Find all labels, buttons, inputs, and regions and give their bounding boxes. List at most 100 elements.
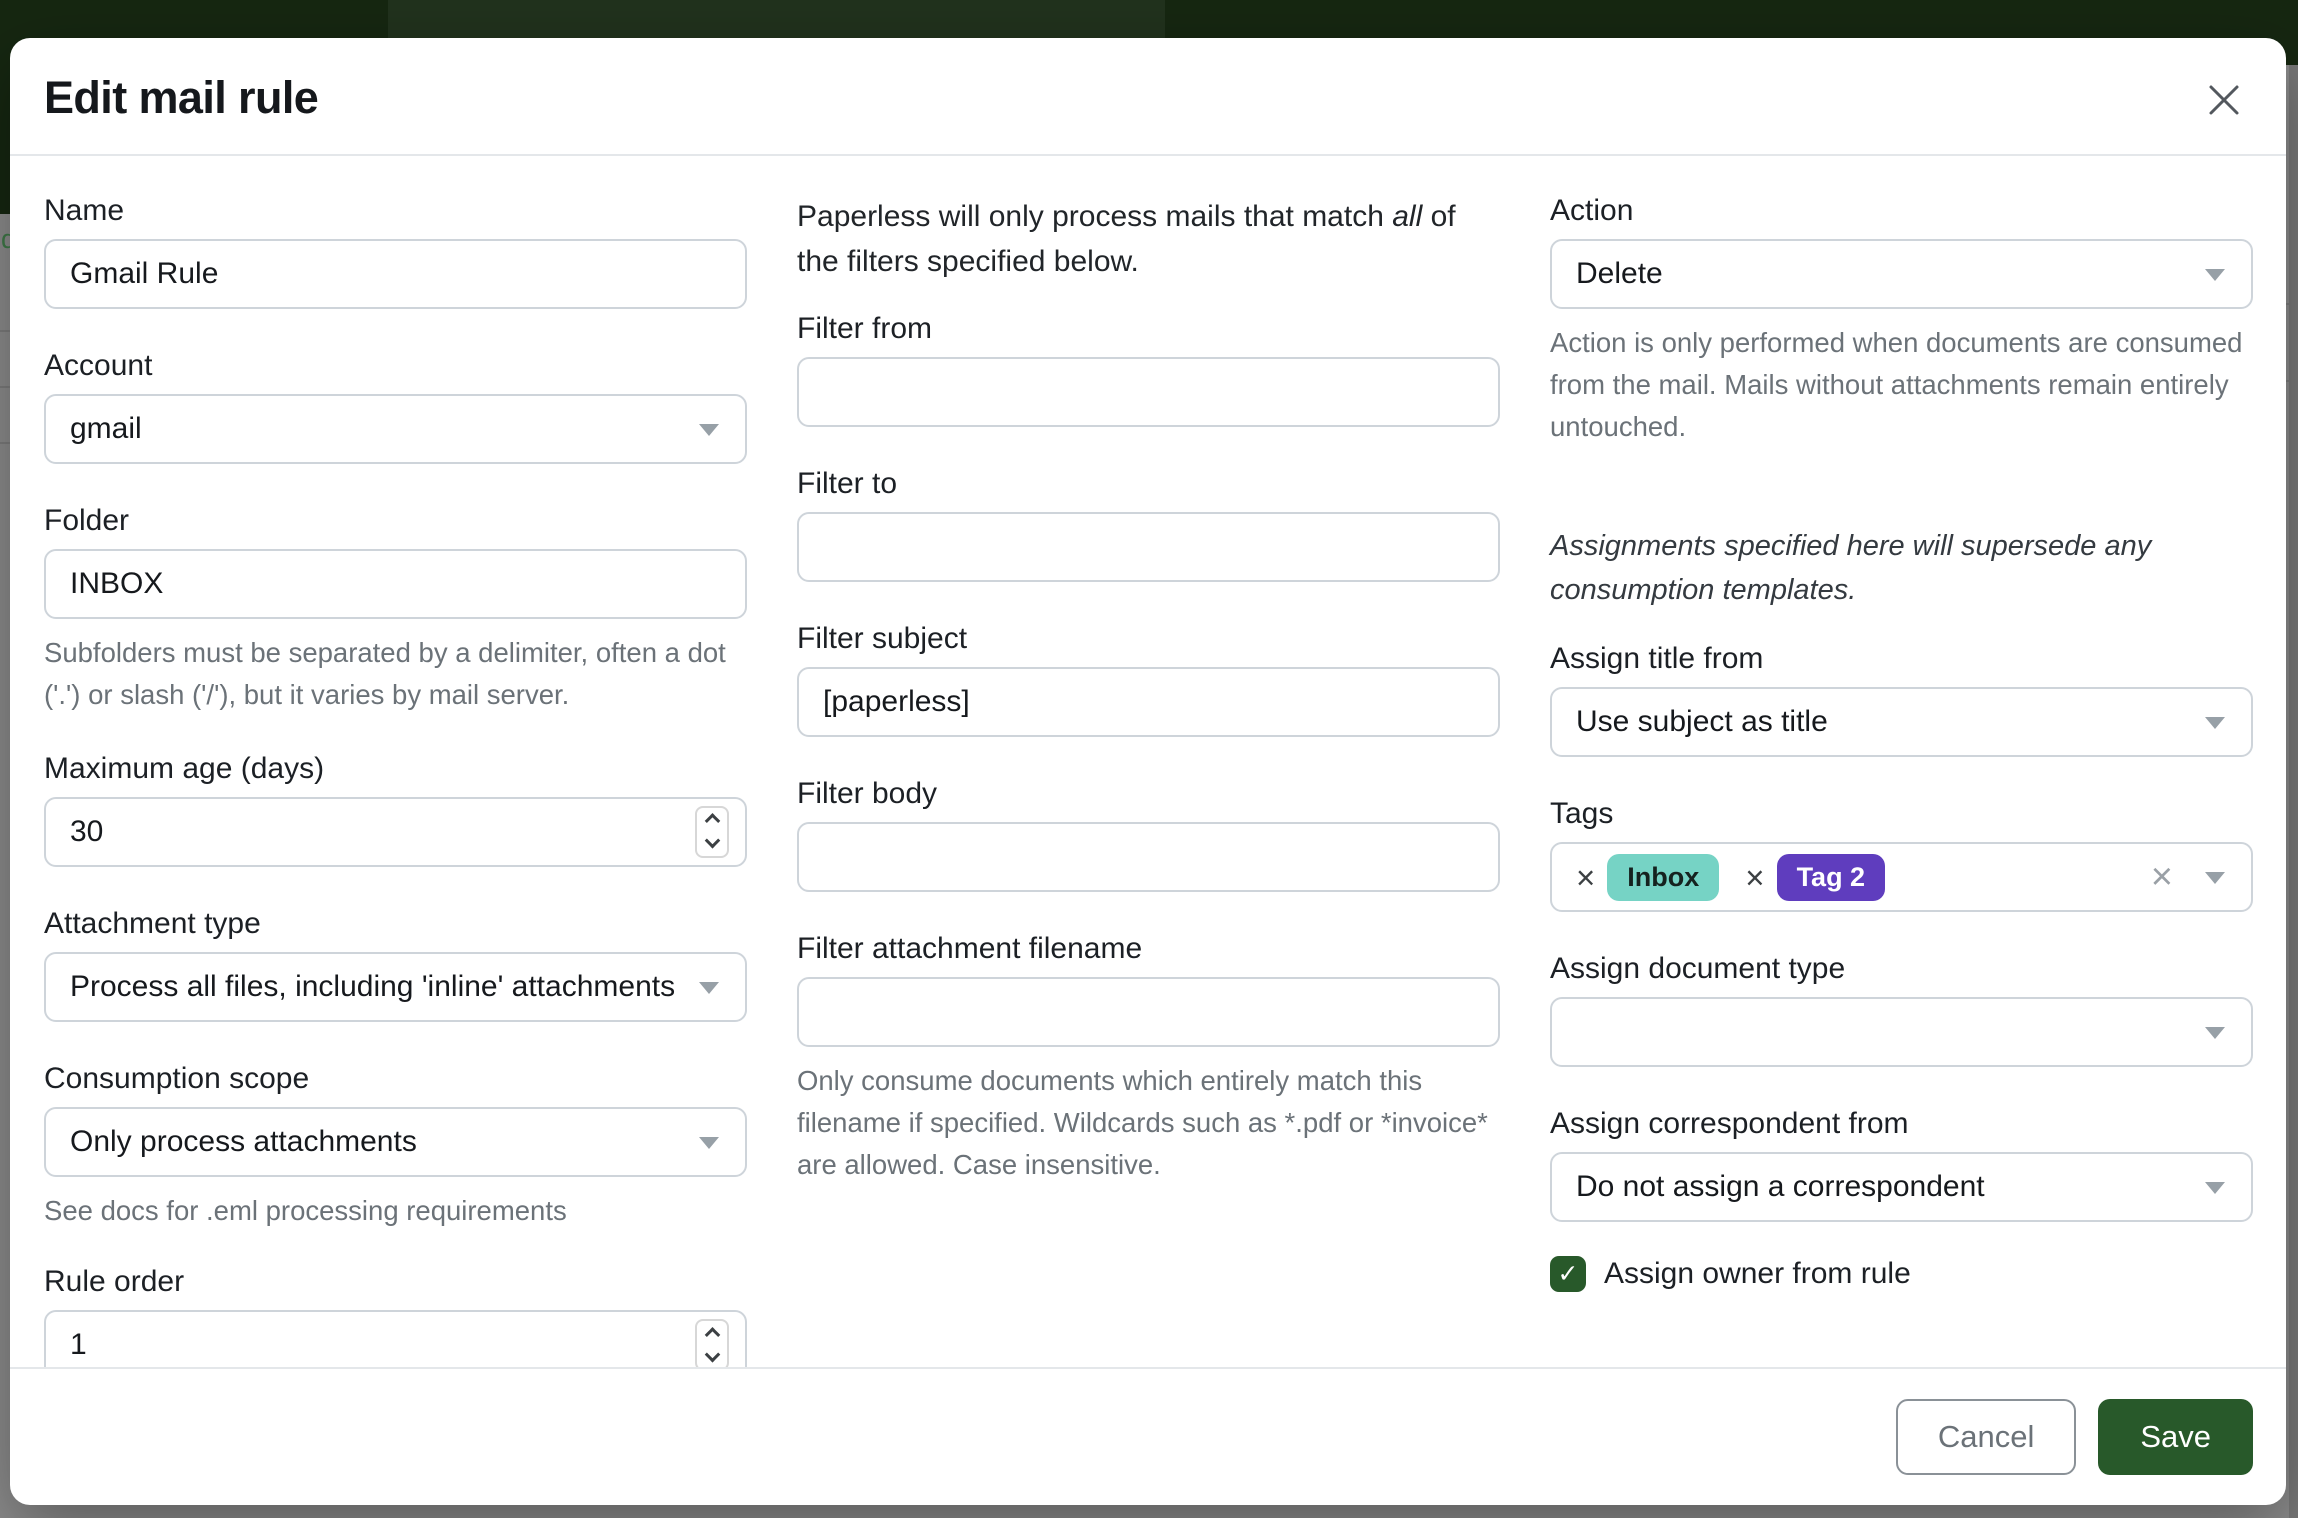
consumption-scope-label: Consumption scope xyxy=(44,1061,310,1095)
filter-to-group: Filter to xyxy=(797,467,1500,582)
account-value: gmail xyxy=(70,412,142,445)
assign-correspondent-label: Assign correspondent from xyxy=(1550,1107,1909,1141)
assign-title-select[interactable]: Use subject as title xyxy=(1550,687,2253,758)
action-label: Action xyxy=(1550,194,1634,227)
account-label: Account xyxy=(44,349,153,382)
background-row-divider xyxy=(0,330,10,332)
max-age-value: 30 xyxy=(70,814,104,848)
action-value: Delete xyxy=(1576,257,1663,290)
tags-label: Tags xyxy=(1550,797,1614,831)
action-group: Action Delete Action is only performed w… xyxy=(1550,194,2253,447)
folder-help: Subfolders must be separated by a delimi… xyxy=(44,637,726,710)
intro-emphasis: all xyxy=(1392,200,1423,233)
rule-order-stepper xyxy=(695,1319,729,1367)
max-age-group: Maximum age (days) 30 xyxy=(44,752,747,867)
stepper-up-button[interactable] xyxy=(697,808,727,832)
chevron-down-icon xyxy=(699,424,719,436)
attachment-type-group: Attachment type Process all files, inclu… xyxy=(44,907,747,1022)
tag-chip-tag2: Tag 2 xyxy=(1776,853,1886,901)
filter-subject-group: Filter subject xyxy=(797,622,1500,737)
name-label: Name xyxy=(44,194,125,227)
folder-group: Folder Subfolders must be separated by a… xyxy=(44,504,747,716)
filter-filename-group: Filter attachment filename Only consume … xyxy=(797,932,1500,1185)
chevron-down-icon xyxy=(699,1136,719,1149)
rule-order-label: Rule order xyxy=(44,1265,185,1299)
dialog-header: Edit mail rule xyxy=(10,38,2286,156)
chevron-down-icon xyxy=(699,981,719,994)
attachment-type-label: Attachment type xyxy=(44,906,261,940)
name-group: Name xyxy=(44,194,747,309)
max-age-input[interactable]: 30 xyxy=(44,796,747,867)
account-select[interactable]: gmail xyxy=(44,394,747,464)
rule-order-input[interactable]: 1 xyxy=(44,1310,747,1367)
edit-mail-rule-dialog: Edit mail rule Name Account gmail xyxy=(10,38,2286,1505)
filter-from-label: Filter from xyxy=(797,312,932,345)
assign-owner-checkbox[interactable]: ✓ xyxy=(1550,1256,1586,1293)
stepper-up-button[interactable] xyxy=(697,1321,727,1345)
assign-owner-row: ✓ Assign owner from rule xyxy=(1550,1256,2253,1293)
attachment-type-select[interactable]: Process all files, including 'inline' at… xyxy=(44,951,747,1022)
stepper-down-button[interactable] xyxy=(697,1345,727,1367)
rule-order-value: 1 xyxy=(70,1328,87,1362)
rule-order-group: Rule order 1 xyxy=(44,1265,747,1367)
chevron-up-icon xyxy=(704,813,720,829)
remove-tag-icon[interactable]: × xyxy=(1576,858,1596,896)
chevron-down-icon xyxy=(704,832,720,849)
filter-filename-input[interactable] xyxy=(797,977,1500,1047)
dialog-footer: Cancel Save xyxy=(10,1367,2286,1505)
tags-group: Tags × Inbox × Tag 2 × xyxy=(1550,797,2253,913)
remove-tag-icon[interactable]: × xyxy=(1745,858,1765,896)
chevron-down-icon xyxy=(704,1346,720,1363)
assign-doctype-group: Assign document type xyxy=(1550,952,2253,1068)
filter-body-label: Filter body xyxy=(797,777,938,810)
page-title: Edit mail rule xyxy=(44,72,319,123)
filter-filename-help: Only consume documents which entirely ma… xyxy=(797,1065,1488,1180)
chevron-down-icon xyxy=(2205,717,2225,730)
attachment-type-value: Process all files, including 'inline' at… xyxy=(70,969,676,1003)
assign-doctype-select[interactable] xyxy=(1550,997,2253,1068)
assign-owner-label: Assign owner from rule xyxy=(1604,1257,1911,1291)
close-button[interactable] xyxy=(2200,76,2248,124)
assign-title-group: Assign title from Use subject as title xyxy=(1550,642,2253,758)
assign-title-value: Use subject as title xyxy=(1576,705,1828,739)
filter-subject-label: Filter subject xyxy=(797,622,968,655)
consumption-scope-value: Only process attachments xyxy=(70,1124,417,1158)
close-icon xyxy=(2209,85,2239,115)
filter-to-label: Filter to xyxy=(797,467,898,500)
chevron-down-icon xyxy=(2205,872,2225,885)
stepper-down-button[interactable] xyxy=(697,832,727,856)
dialog-body: Name Account gmail Folder Subfolders mus… xyxy=(10,156,2286,1367)
filter-from-input[interactable] xyxy=(797,357,1500,427)
filters-intro: Paperless will only process mails that m… xyxy=(797,200,1456,278)
assign-correspondent-select[interactable]: Do not assign a correspondent xyxy=(1550,1152,2253,1223)
chevron-down-icon xyxy=(2205,269,2225,281)
action-select[interactable]: Delete xyxy=(1550,239,2253,309)
filter-to-input[interactable] xyxy=(797,512,1500,582)
background-sidebar-sliver xyxy=(0,0,10,214)
column-filters: Paperless will only process mails that m… xyxy=(797,194,1500,1367)
chevron-up-icon xyxy=(704,1327,720,1343)
cancel-button[interactable]: Cancel xyxy=(1895,1399,2077,1475)
filter-subject-input[interactable] xyxy=(797,667,1500,737)
tags-input[interactable]: × Inbox × Tag 2 × xyxy=(1550,842,2253,913)
chevron-down-icon xyxy=(2205,1182,2225,1195)
chevron-down-icon xyxy=(2205,1027,2225,1040)
action-help: Action is only performed when documents … xyxy=(1550,327,2243,442)
name-input[interactable] xyxy=(44,239,747,309)
filter-from-group: Filter from xyxy=(797,312,1500,427)
consumption-scope-group: Consumption scope Only process attachmen… xyxy=(44,1062,747,1232)
assign-correspondent-value: Do not assign a correspondent xyxy=(1576,1170,1985,1204)
max-age-stepper xyxy=(695,805,729,858)
max-age-label: Maximum age (days) xyxy=(44,751,325,785)
background-row-divider xyxy=(0,386,10,388)
column-rule-settings: Name Account gmail Folder Subfolders mus… xyxy=(44,194,747,1367)
assignments-note: Assignments specified here will supersed… xyxy=(1550,530,2152,606)
filter-body-input[interactable] xyxy=(797,822,1500,892)
consumption-scope-select[interactable]: Only process attachments xyxy=(44,1106,747,1177)
account-group: Account gmail xyxy=(44,349,747,464)
clear-tags-icon[interactable]: × xyxy=(2150,856,2173,899)
save-button[interactable]: Save xyxy=(2098,1399,2253,1475)
tag-chip-inbox: Inbox xyxy=(1607,853,1720,901)
folder-input[interactable] xyxy=(44,549,747,619)
background-row-divider xyxy=(0,442,10,444)
